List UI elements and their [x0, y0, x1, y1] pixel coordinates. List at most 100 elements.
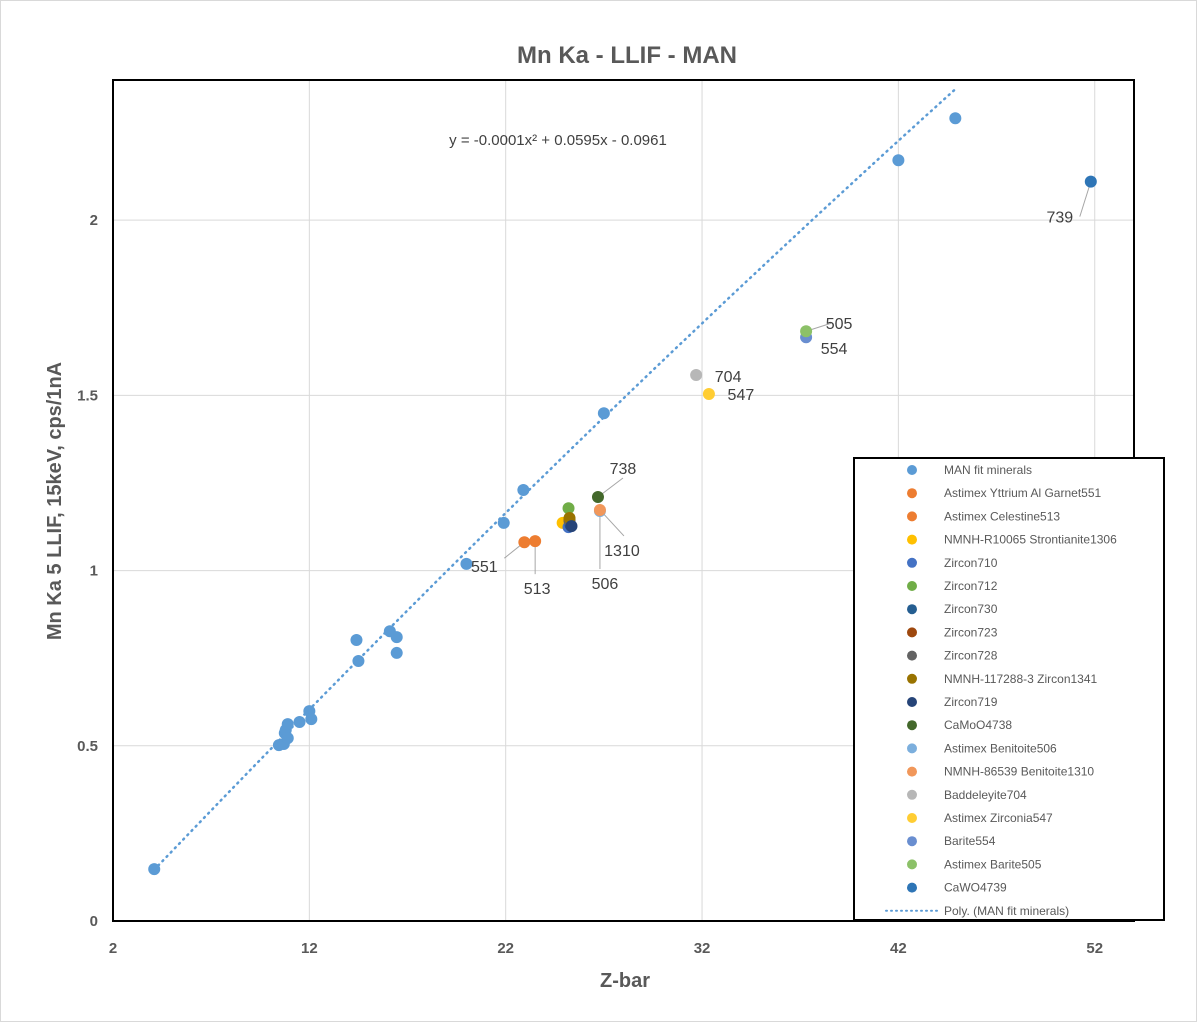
legend-label: CaMoO4738	[944, 718, 1012, 732]
data-label: 505	[826, 316, 853, 333]
trendline	[152, 87, 957, 872]
legend-label: Baddeleyite704	[944, 788, 1027, 802]
data-point	[517, 483, 530, 496]
data-point	[148, 863, 161, 876]
legend-marker	[907, 581, 917, 591]
y-tick-label: 2	[90, 212, 98, 229]
x-tick-label: 52	[1086, 940, 1103, 957]
legend-label: Barite554	[944, 834, 996, 848]
data-label: 738	[610, 461, 637, 478]
data-label: 513	[524, 581, 551, 598]
x-axis-ticks: 2 12 22 32 42 52	[109, 940, 1103, 957]
legend-marker	[907, 557, 917, 568]
legend-label: Zircon719	[944, 695, 998, 709]
legend-label: Zircon712	[944, 579, 998, 593]
y-tick-label: 1.5	[77, 387, 98, 404]
data-point	[390, 646, 403, 659]
legend-label: NMNH-R10065 Strontianite1306	[944, 533, 1117, 547]
x-tick-label: 2	[109, 940, 117, 957]
data-point	[529, 535, 542, 548]
x-tick-label: 32	[694, 940, 711, 957]
legend-marker	[907, 650, 917, 661]
legend-label: NMNH-86539 Benitoite1310	[944, 765, 1094, 779]
legend-label: Zircon730	[944, 602, 998, 616]
y-tick-label: 0	[90, 913, 98, 930]
legend-marker	[907, 697, 917, 707]
y-tick-label: 1	[90, 563, 98, 580]
trendline-equation: y = -0.0001x² + 0.0595x - 0.0961	[449, 132, 667, 149]
data-point	[892, 154, 905, 167]
legend-marker	[907, 789, 917, 800]
legend-marker	[907, 813, 917, 823]
data-point	[281, 732, 294, 745]
x-tick-label: 42	[890, 940, 907, 957]
legend-marker	[907, 859, 917, 870]
legend-label: Astimex Zirconia547	[944, 811, 1053, 825]
legend-marker	[907, 465, 917, 475]
data-point	[305, 713, 318, 726]
data-point	[565, 520, 578, 533]
data-label: 554	[821, 341, 848, 358]
x-tick-label: 22	[497, 940, 514, 957]
data-point	[1084, 175, 1097, 188]
data-points	[148, 112, 1097, 876]
data-point	[800, 325, 813, 338]
legend-marker	[907, 488, 917, 499]
legend-label: Poly. (MAN fit minerals)	[944, 904, 1069, 918]
data-point	[497, 516, 510, 529]
legend-marker	[907, 604, 917, 615]
legend-marker	[907, 836, 917, 847]
data-label: 551	[471, 559, 498, 576]
chart-title: Mn Ka - LLIF - MAN	[517, 42, 737, 69]
legend-label: CaWO4739	[944, 881, 1007, 895]
legend-label: Zircon723	[944, 625, 998, 639]
data-point	[281, 718, 294, 731]
legend-label: Astimex Celestine513	[944, 509, 1060, 523]
data-point	[690, 369, 703, 382]
data-label: 506	[592, 576, 619, 593]
legend-label: Zircon710	[944, 556, 998, 570]
data-point	[562, 502, 575, 515]
data-point	[518, 536, 531, 549]
y-tick-label: 0.5	[77, 738, 98, 755]
y-axis-title: Mn Ka 5 LLIF, 15keV, cps/1nA	[44, 362, 66, 640]
legend-label: Astimex Benitoite506	[944, 741, 1057, 755]
legend: MAN fit minerals Astimex Yttrium Al Garne…	[853, 457, 1165, 921]
data-point	[390, 631, 403, 644]
legend-marker	[907, 511, 917, 522]
label-leader-line	[1079, 181, 1092, 217]
x-tick-label: 12	[301, 940, 318, 957]
data-label: 739	[1046, 210, 1073, 227]
legend-marker	[907, 534, 917, 545]
trendline-group	[152, 87, 957, 872]
legend-label: NMNH-117288-3 Zircon1341	[944, 672, 1098, 686]
data-point	[350, 633, 363, 646]
data-label: 704	[715, 369, 742, 386]
legend-marker	[907, 673, 917, 684]
data-label: 1310	[604, 543, 640, 560]
legend-box	[853, 457, 1165, 921]
data-point	[593, 503, 606, 516]
legend-marker	[907, 882, 917, 893]
legend-marker	[907, 766, 917, 777]
data-point	[702, 387, 715, 400]
legend-label: MAN fit minerals	[944, 463, 1032, 477]
legend-marker	[907, 743, 917, 754]
data-point	[591, 490, 604, 503]
legend-label: Astimex Barite505	[944, 857, 1042, 871]
data-label: 547	[728, 387, 755, 404]
legend-label: Zircon728	[944, 649, 998, 663]
legend-marker	[907, 720, 917, 731]
data-point	[949, 112, 962, 125]
x-axis-title: Z-bar	[600, 970, 650, 992]
legend-marker	[907, 627, 917, 638]
data-point	[293, 715, 306, 728]
data-point	[460, 557, 473, 570]
y-axis-ticks: 0 0.5 1 1.5 2	[77, 212, 98, 930]
data-point	[352, 654, 365, 667]
legend-label: Astimex Yttrium Al Garnet551	[944, 486, 1102, 500]
data-point	[597, 407, 610, 420]
